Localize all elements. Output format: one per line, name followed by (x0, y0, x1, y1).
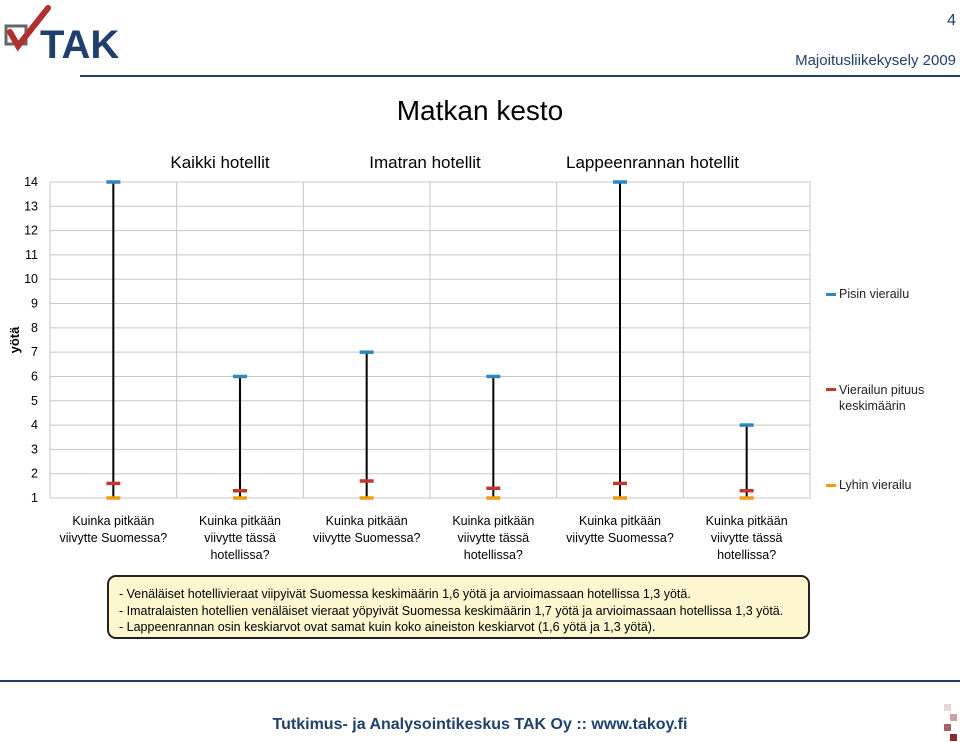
marker-average (613, 481, 627, 486)
marker-average (359, 479, 374, 483)
y-axis-label: yötä (7, 326, 22, 354)
footer-text: Tutkimus- ja Analysointikeskus TAK Oy ::… (272, 716, 688, 733)
marker-max (486, 374, 501, 379)
marker-min (613, 496, 627, 500)
group-title-imatra: Imatran hotellit (369, 153, 481, 172)
marker-max (739, 423, 754, 427)
chart-title: Matkan kesto (396, 95, 564, 126)
marker-max (613, 180, 627, 184)
y-tick-label: 5 (31, 394, 38, 408)
svg-text:TAK: TAK (40, 23, 119, 64)
note-line: - Venäläiset hotellivieraat viipyivät Su… (119, 587, 691, 601)
marker-min (739, 496, 754, 500)
x-category-label: Kuinka pitkään viivytte tässä hotellissa? (452, 514, 534, 562)
tak-logo: TAK (4, 5, 119, 64)
marker-average (106, 481, 121, 486)
y-tick-label: 13 (24, 199, 38, 213)
legend-label-max: Pisin vierailu (839, 287, 910, 301)
marker-average (233, 488, 247, 493)
legend-label-min: Lyhin vierailu (839, 478, 912, 492)
y-tick-label: 14 (24, 175, 38, 189)
corner-decoration (944, 704, 951, 711)
y-tick-label: 12 (24, 224, 38, 238)
marker-average (739, 488, 754, 493)
corner-decoration (944, 724, 951, 731)
x-category-label: Kuinka pitkään viivytte Suomessa? (313, 514, 421, 545)
x-category-label: Kuinka pitkään viivytte Suomessa? (566, 514, 674, 545)
marker-max (359, 350, 374, 354)
marker-max (233, 374, 247, 379)
y-tick-label: 10 (24, 272, 38, 286)
marker-min (486, 496, 501, 500)
x-category-label: Kuinka pitkään viivytte tässä hotellissa? (706, 514, 788, 562)
header-divider (80, 75, 960, 77)
group-title-lappeenranta: Lappeenrannan hotellit (566, 153, 739, 172)
y-tick-label: 11 (25, 248, 38, 262)
notes-box: - Venäläiset hotellivieraat viipyivät Su… (107, 575, 810, 639)
y-tick-label: 9 (31, 297, 38, 311)
marker-average (486, 486, 501, 491)
group-title-all-hotels: Kaikki hotellit (170, 153, 270, 172)
marker-max (106, 180, 121, 184)
y-tick-label: 3 (31, 442, 38, 456)
y-tick-label: 4 (31, 418, 38, 432)
survey-title: Majoitusliikekysely 2009 (795, 52, 956, 69)
y-tick-label: 7 (31, 345, 38, 359)
legend-label-average: Vierailun pituus keskimäärin (839, 383, 925, 413)
legend-swatch-max (826, 293, 836, 296)
note-line: - Imatralaisten hotellien venäläiset vie… (119, 603, 784, 618)
y-tick-label: 1 (31, 491, 38, 505)
note-line: - Lappeenrannan osin keskiarvot ovat sam… (119, 620, 656, 634)
footer-divider (0, 680, 960, 682)
y-tick-label: 8 (31, 321, 38, 335)
page-number: 4 (947, 12, 956, 29)
corner-decoration (950, 734, 957, 741)
y-tick-label: 2 (31, 467, 38, 481)
y-tick-label: 6 (31, 369, 38, 383)
marker-min (359, 496, 374, 500)
corner-decoration (950, 714, 957, 721)
marker-min (233, 496, 247, 500)
marker-min (106, 496, 121, 500)
x-category-label: Kuinka pitkään viivytte Suomessa? (59, 514, 167, 545)
legend-swatch-min (826, 484, 836, 487)
legend-swatch-average (826, 388, 836, 391)
x-category-label: Kuinka pitkään viivytte tässä hotellissa? (199, 514, 281, 562)
